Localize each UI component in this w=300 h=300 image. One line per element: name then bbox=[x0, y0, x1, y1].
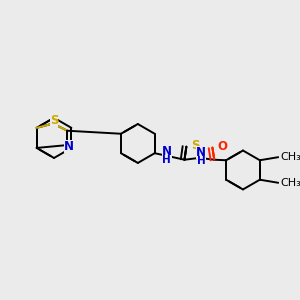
Text: N: N bbox=[162, 145, 172, 158]
Text: O: O bbox=[217, 140, 227, 153]
Text: CH₃: CH₃ bbox=[280, 178, 300, 188]
Text: CH₃: CH₃ bbox=[280, 152, 300, 162]
Text: H: H bbox=[197, 156, 206, 166]
Text: S: S bbox=[191, 139, 200, 152]
Text: H: H bbox=[162, 155, 171, 165]
Text: S: S bbox=[50, 114, 58, 127]
Text: N: N bbox=[196, 146, 206, 159]
Text: N: N bbox=[64, 140, 74, 153]
